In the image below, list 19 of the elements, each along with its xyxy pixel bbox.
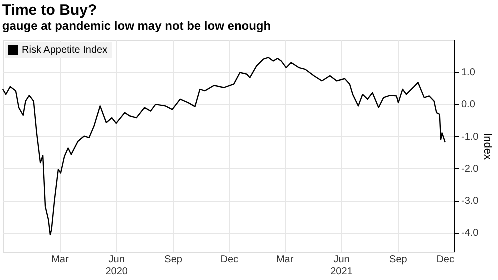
x-tick-label: Sep bbox=[390, 254, 408, 266]
y-tick-label: -1.0 bbox=[462, 132, 480, 143]
legend-label: Risk Appetite Index bbox=[22, 45, 108, 56]
x-tick-label: Mar bbox=[52, 254, 70, 266]
x-tick-label: Jun 2020 bbox=[106, 254, 128, 278]
y-tick-label: -3.0 bbox=[462, 196, 480, 208]
line-series bbox=[2, 57, 446, 236]
x-tick-label: Dec bbox=[220, 254, 239, 266]
chart-title: Time to Buy? bbox=[2, 2, 98, 19]
x-tick-label: Dec bbox=[436, 254, 454, 266]
x-tick-label: Jun 2021 bbox=[330, 254, 354, 278]
y-tick-label: -4.0 bbox=[462, 228, 480, 240]
y-tick-label: 1.0 bbox=[462, 68, 476, 79]
chart-subtitle: gauge at pandemic low may not be low enough bbox=[2, 19, 272, 33]
y-tick-label: 0.0 bbox=[462, 100, 476, 111]
y-axis-title: Index bbox=[482, 133, 494, 160]
x-tick-label: Sep bbox=[164, 254, 183, 266]
y-tick-label: -2.0 bbox=[462, 164, 480, 175]
x-tick-label: Mar bbox=[276, 254, 294, 266]
